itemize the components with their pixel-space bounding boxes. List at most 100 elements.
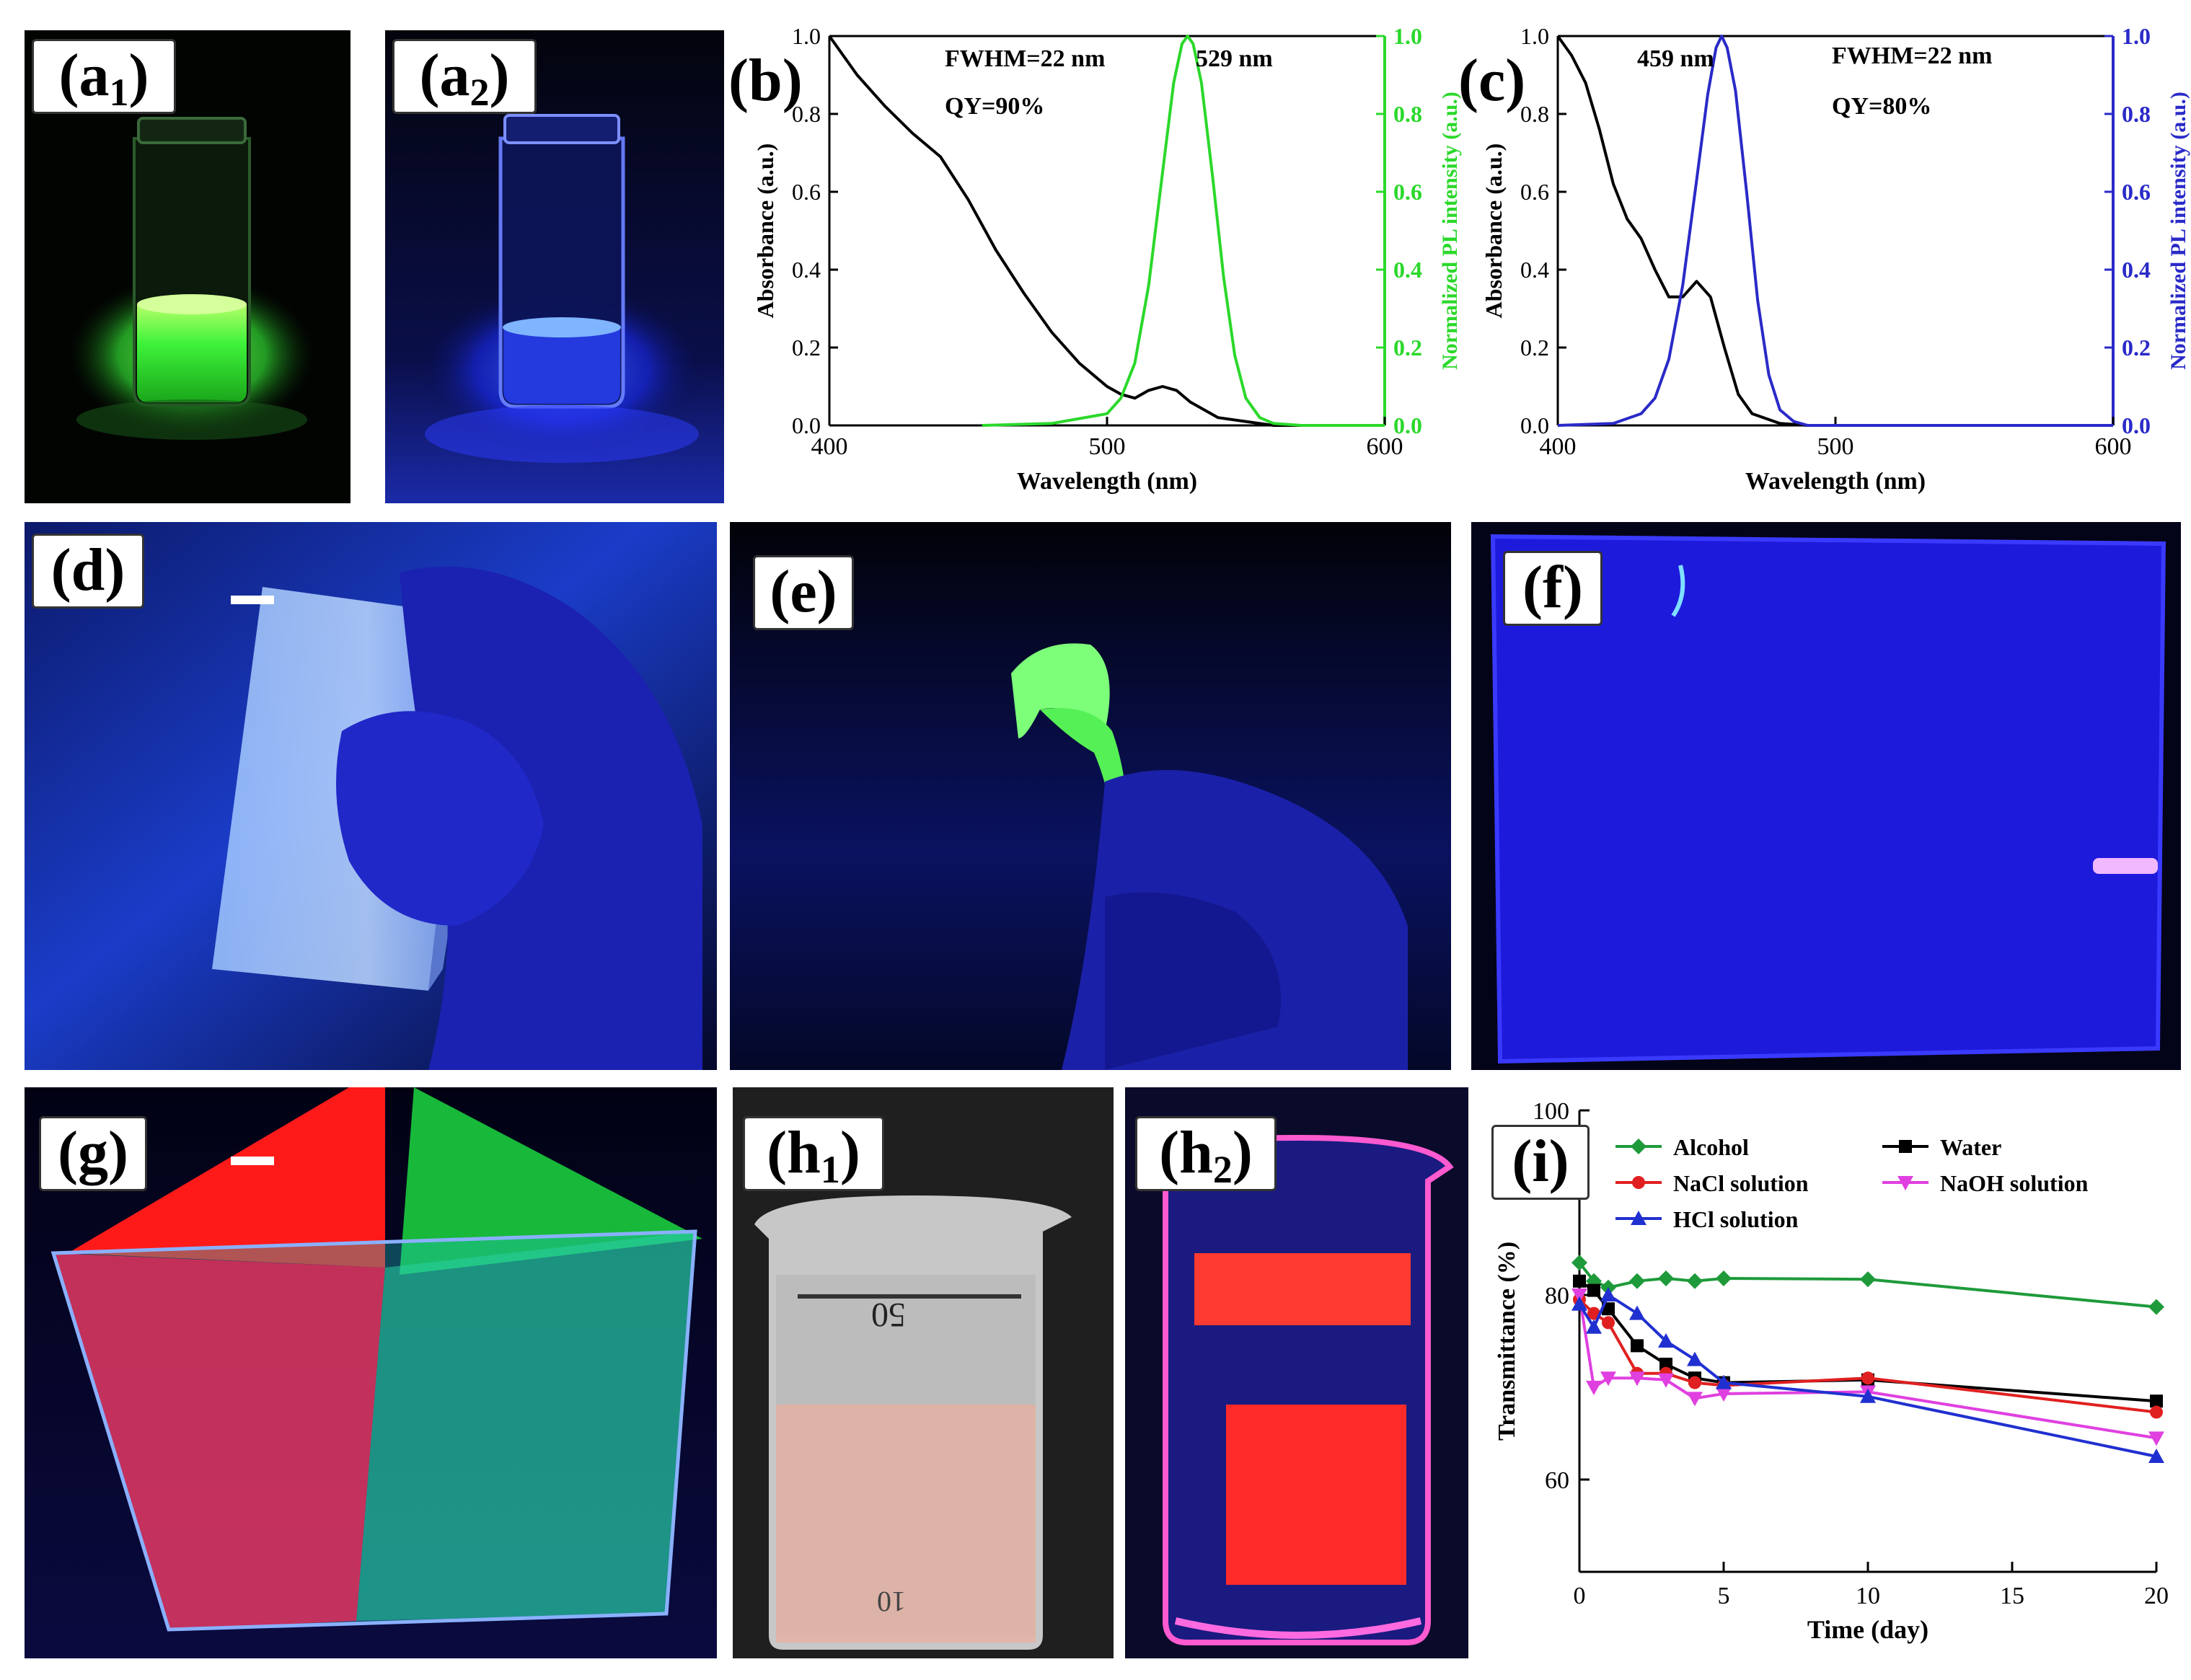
left-y-tick-label: 0.6 [1520, 179, 1549, 205]
chart-c-svg: 0.0 0.0 0.2 0.2 0.4 0.4 0.6 0.6 0.8 0.8 1.0 1.0 400 5… [1481, 23, 2190, 495]
data-point [1899, 1140, 1912, 1153]
data-point [1632, 1176, 1645, 1189]
photo-a2-blue-vial: (a2) [385, 30, 724, 503]
data-point [1716, 1387, 1732, 1402]
x-tick-label: 0 [1574, 1583, 1586, 1609]
legend-label: NaOH solution [1940, 1170, 2089, 1196]
photo-f-large-film: (f) [1471, 522, 2181, 1070]
photo-e-green-film: (e) [730, 522, 1451, 1070]
x-tick-label: 600 [1367, 433, 1403, 460]
data-point [1861, 1371, 1874, 1385]
x-tick-label: 10 [1856, 1583, 1880, 1609]
panel-label-h2-sub: 2 [1212, 1148, 1233, 1191]
left-y-axis-label: Absorbance (a.u.) [752, 143, 778, 319]
x-axis-label: Wavelength (nm) [1745, 468, 1926, 495]
flexible-film-illustration [25, 522, 717, 1070]
data-point [1687, 1273, 1703, 1289]
data-point [1587, 1283, 1600, 1297]
pl-emission-curve [982, 35, 1385, 427]
x-tick-label: 500 [1089, 433, 1126, 460]
chart-annotation: 529 nm [1196, 45, 1273, 72]
right-y-axis-label: Normalized PL intensity (a.u.) [2166, 92, 2190, 370]
data-point [1658, 1333, 1674, 1348]
data-point [1687, 1351, 1703, 1366]
film-pyramid-illustration [25, 1087, 717, 1658]
right-y-axis-label: Normalized PL intensity (a.u.) [1438, 92, 1462, 370]
data-point [1571, 1288, 1587, 1303]
right-y-tick-label: 0.6 [2122, 179, 2151, 205]
x-tick-label: 15 [2000, 1583, 2024, 1609]
panel-label-h2: (h2) [1135, 1116, 1277, 1191]
beaker-daylight-illustration: 50 10 [733, 1087, 1114, 1658]
right-y-tick-label: 0.4 [2122, 257, 2151, 283]
legend-label: Water [1940, 1134, 2001, 1160]
x-axis-label: Time (day) [1807, 1615, 1928, 1644]
data-point [1571, 1296, 1587, 1311]
data-point [1602, 1316, 1615, 1330]
data-point [1629, 1371, 1645, 1387]
data-point [1860, 1388, 1876, 1403]
chart-i-svg: 60 80 100 0 5 10 15 20 Time (day) Transmittance (… [1494, 1098, 2169, 1644]
data-point [2148, 1449, 2164, 1463]
chart-c: (c) 0.0 0.0 0.2 0.2 0.4 0.4 0.6 0.6 0.8 0.8 1.0 1.0… [1457, 14, 2191, 512]
y-tick-label: 80 [1545, 1283, 1569, 1309]
left-y-tick-label: 0.8 [1520, 101, 1549, 127]
data-point [1658, 1270, 1674, 1286]
right-y-tick-label: 0.0 [2122, 412, 2151, 438]
x-tick-label: 5 [1718, 1583, 1730, 1609]
left-y-tick-label: 1.0 [792, 23, 821, 49]
panel-label-a1-letter: a [79, 42, 110, 109]
pl-emission-curve [1557, 35, 2113, 427]
data-point [1586, 1381, 1602, 1395]
data-point [2148, 1431, 2164, 1446]
x-tick-label: 20 [2144, 1583, 2169, 1609]
y-tick-label: 60 [1545, 1467, 1569, 1494]
data-point [1659, 1358, 1672, 1371]
left-y-tick-label: 0.4 [1520, 257, 1549, 283]
data-point [1716, 1270, 1732, 1286]
left-y-tick-label: 0.8 [792, 101, 821, 127]
photo-g-film-pyramid: (g) [25, 1087, 717, 1658]
photo-h2-glowing-beaker: (h2) [1125, 1087, 1468, 1658]
photo-a1-green-vial: (a1) [25, 30, 351, 503]
panel-label-d: (d) [32, 534, 144, 609]
panel-label-e: (e) [753, 555, 854, 630]
data-point [1571, 1255, 1587, 1271]
left-y-tick-label: 1.0 [1520, 23, 1549, 49]
panel-label-a1-sub: 1 [109, 71, 129, 114]
green-vial-illustration [25, 30, 351, 503]
x-tick-label: 400 [811, 433, 848, 460]
data-point [1658, 1373, 1674, 1388]
data-point [1586, 1273, 1602, 1289]
x-axis-label: Wavelength (nm) [1017, 468, 1197, 495]
right-y-tick-label: 1.0 [2122, 23, 2151, 49]
panel-label-f: (f) [1503, 551, 1603, 626]
chart-b-panel-label: (b) [728, 47, 803, 114]
chart-annotation: FWHM=22 nm [945, 45, 1105, 72]
chart-i: (i) 60 80 100 0 5 10 15 20 Time (day) Transmittan… [1471, 1082, 2191, 1680]
data-point [1687, 1392, 1703, 1407]
data-point [1860, 1271, 1876, 1288]
right-y-tick-label: 0.2 [1393, 335, 1422, 361]
panel-label-h1: (h1) [743, 1116, 884, 1191]
right-y-tick-label: 0.0 [1393, 412, 1422, 438]
right-y-tick-label: 0.8 [2122, 101, 2151, 127]
chart-annotation: QY=90% [945, 93, 1044, 120]
blue-vial-illustration [385, 30, 724, 503]
chart-i-panel-label: (i) [1491, 1125, 1590, 1200]
legend-label: NaCl solution [1673, 1170, 1809, 1196]
panel-label-a2-letter: a [439, 42, 470, 109]
legend-label: HCl solution [1673, 1206, 1799, 1232]
beaker-mark-50: 50 [871, 1296, 906, 1334]
data-point [1631, 1211, 1646, 1225]
y-tick-label: 100 [1533, 1098, 1569, 1125]
left-y-tick-label: 0.2 [792, 335, 821, 361]
panel-label-h1-sub: 1 [820, 1148, 840, 1191]
absorbance-curve [828, 35, 1385, 427]
data-point [2150, 1394, 2163, 1408]
panel-label-h1-letter: h [787, 1119, 821, 1186]
right-y-tick-label: 0.4 [1393, 257, 1422, 283]
left-y-tick-label: 0.6 [792, 179, 821, 205]
chart-annotation: 459 nm [1637, 45, 1714, 72]
panel-label-a1: (a1) [32, 39, 176, 114]
